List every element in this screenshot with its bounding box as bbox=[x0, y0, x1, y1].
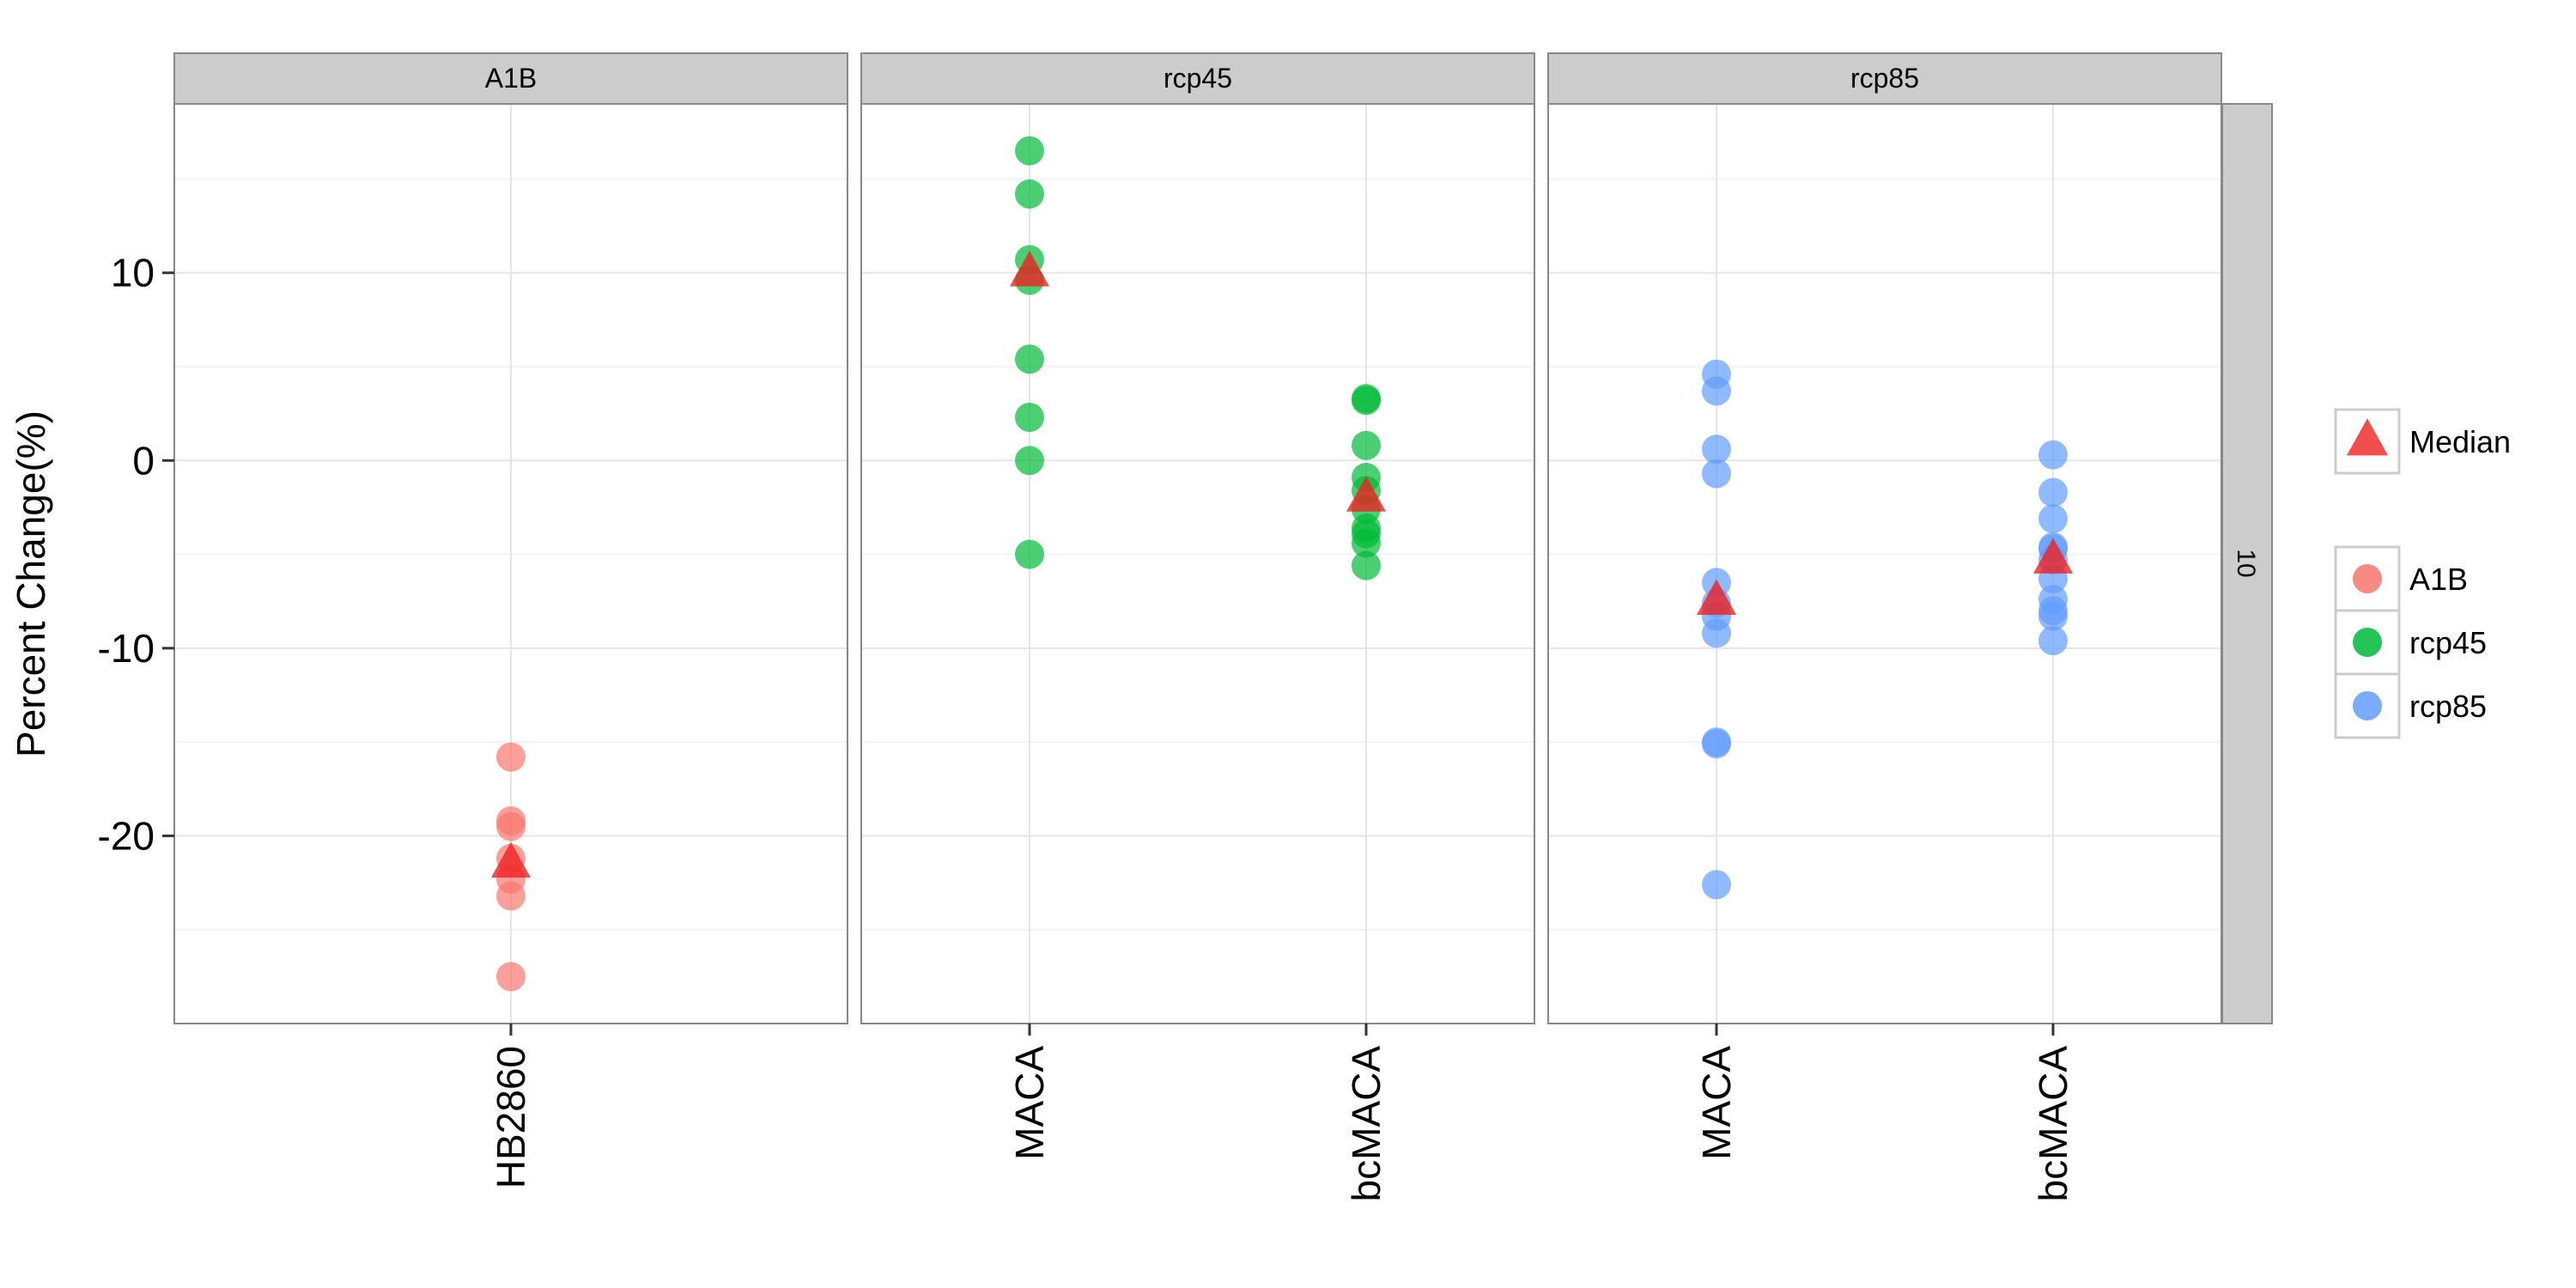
legend-point-icon bbox=[2353, 628, 2382, 657]
y-axis-title: Percent Change(%) bbox=[9, 410, 53, 757]
row-strip: 10 bbox=[2221, 103, 2273, 1024]
panel-rcp45: rcp45 MACA bcMACA bbox=[860, 52, 1535, 1202]
median-marker bbox=[491, 841, 531, 878]
panel-strip-bg bbox=[1547, 52, 2222, 105]
data-point bbox=[1352, 386, 1381, 416]
data-point bbox=[1015, 136, 1044, 166]
panel-background bbox=[861, 104, 1534, 1024]
legend-item-rcp85: rcp85 bbox=[2334, 672, 2487, 739]
x-tick-label: HB2860 bbox=[489, 1046, 533, 1188]
legend-point-icon bbox=[2353, 564, 2382, 593]
panels-layer: A1B HB2860 rcp45 MACA bcMACA rcp85 MACA bcMACA bbox=[173, 52, 2222, 1202]
legend-label: rcp85 bbox=[2409, 689, 2487, 724]
data-point bbox=[2038, 626, 2068, 656]
data-point bbox=[1702, 870, 1731, 900]
x-tick-label: MACA bbox=[1694, 1046, 1739, 1160]
data-point bbox=[496, 811, 526, 841]
panel-border bbox=[860, 103, 1535, 1024]
data-point bbox=[1352, 430, 1381, 460]
y-tick-label: 10 bbox=[111, 251, 155, 295]
y-tick-label: -20 bbox=[98, 813, 155, 858]
panel-A1B: A1B HB2860 bbox=[173, 52, 848, 1188]
data-point bbox=[1702, 729, 1731, 759]
data-point bbox=[2038, 601, 2068, 631]
data-point bbox=[1015, 539, 1044, 569]
row-strip-label: 10 bbox=[2232, 549, 2260, 577]
legend-item-A1B: A1B bbox=[2334, 545, 2468, 612]
median-marker bbox=[1346, 476, 1386, 512]
y-axis: -20 -10 0 10 bbox=[98, 251, 174, 858]
y-tick-label: -10 bbox=[98, 626, 155, 671]
data-point bbox=[2038, 440, 2068, 470]
x-tick-label: bcMACA bbox=[1344, 1046, 1388, 1202]
data-point bbox=[496, 962, 526, 992]
data-point bbox=[2038, 504, 2068, 534]
median-marker bbox=[1010, 251, 1049, 287]
y-tick-label: 0 bbox=[132, 438, 155, 483]
data-point bbox=[1702, 618, 1731, 648]
legend-label: rcp45 bbox=[2409, 625, 2487, 660]
median-marker bbox=[2033, 538, 2073, 574]
panel-rcp85: rcp85 MACA bcMACA bbox=[1547, 52, 2222, 1202]
legend-label: Median bbox=[2409, 424, 2511, 459]
legend-label: A1B bbox=[2409, 562, 2468, 597]
data-point bbox=[1352, 550, 1381, 580]
median-marker bbox=[1697, 579, 1736, 615]
legend-item-rcp45: rcp45 bbox=[2334, 609, 2487, 676]
panel-strip-label: rcp45 bbox=[1163, 63, 1232, 94]
x-tick-label: MACA bbox=[1007, 1046, 1052, 1160]
legend: Median A1B rcp45 rcp85 bbox=[2334, 408, 2511, 739]
panel-strip-label: A1B bbox=[485, 63, 537, 94]
data-point bbox=[496, 742, 526, 772]
data-point bbox=[1352, 528, 1381, 558]
data-point bbox=[1015, 344, 1044, 374]
data-point bbox=[2038, 477, 2068, 507]
x-tick-label: bcMACA bbox=[2031, 1046, 2075, 1202]
panel-strip-label: rcp85 bbox=[1850, 63, 1919, 94]
panel-strip-bg bbox=[860, 52, 1535, 105]
data-point bbox=[1702, 459, 1731, 489]
panel-background bbox=[1548, 104, 2221, 1024]
data-point bbox=[1015, 446, 1044, 476]
legend-median-icon bbox=[2347, 418, 2388, 456]
data-point bbox=[1702, 434, 1731, 465]
data-point bbox=[1015, 403, 1044, 433]
legend-point-icon bbox=[2353, 691, 2382, 720]
row-strip-bg bbox=[2221, 103, 2273, 1024]
data-point bbox=[1015, 179, 1044, 209]
panel-strip-bg bbox=[173, 52, 848, 105]
data-point bbox=[1702, 376, 1731, 406]
data-point bbox=[496, 881, 526, 911]
legend-median: Median bbox=[2334, 408, 2511, 475]
